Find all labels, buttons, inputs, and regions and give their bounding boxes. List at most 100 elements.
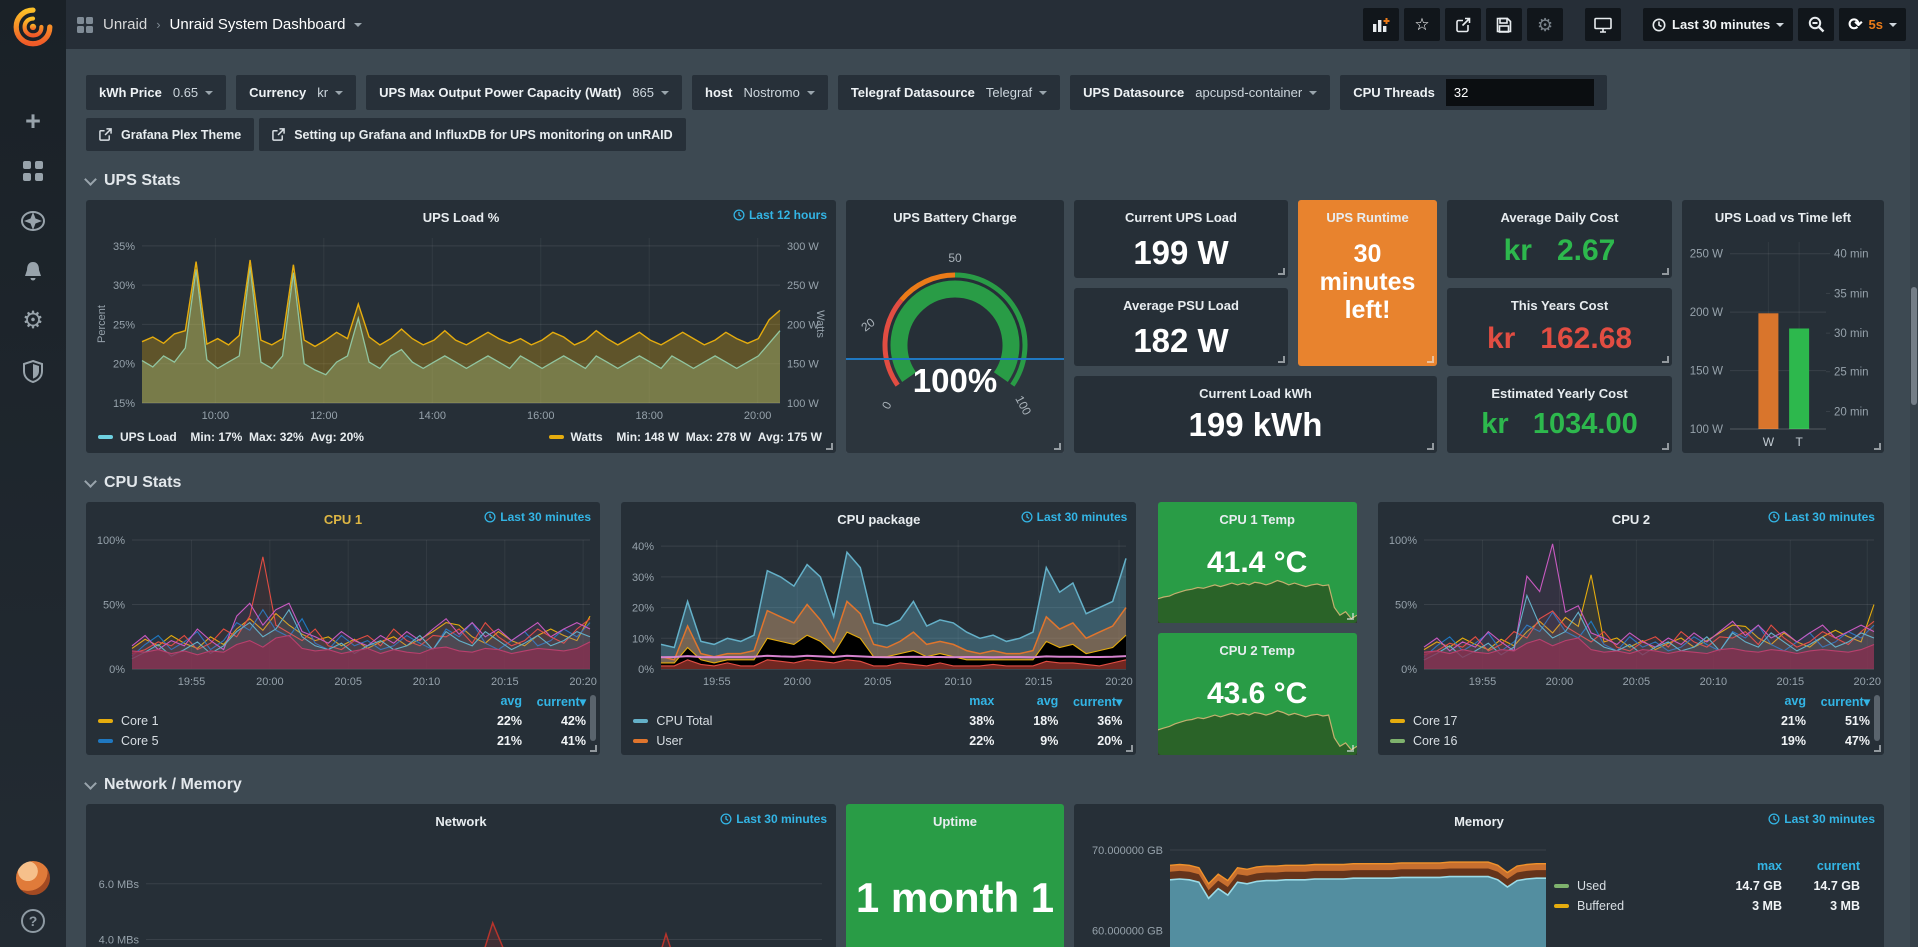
sidebar-item-create[interactable]: +: [16, 104, 50, 138]
resize-handle[interactable]: [1126, 745, 1134, 752]
breadcrumb-dashboard[interactable]: Unraid System Dashboard: [169, 16, 346, 33]
panel-time-override[interactable]: Last 30 minutes: [1768, 812, 1875, 826]
dashboard-link[interactable]: Grafana Plex Theme: [86, 118, 255, 151]
variable-ups-max-output-power-capacity-watt-[interactable]: UPS Max Output Power Capacity (Watt) 865: [366, 75, 683, 110]
resize-handle[interactable]: [1346, 745, 1354, 752]
series-swatch[interactable]: [1554, 904, 1569, 908]
resize-handle[interactable]: [826, 443, 833, 450]
panel-title[interactable]: CPU 2 Temp: [1219, 643, 1295, 658]
sidebar-item-explore[interactable]: [16, 204, 50, 238]
panel-title[interactable]: Current UPS Load: [1125, 210, 1237, 225]
resize-handle[interactable]: [1874, 443, 1881, 450]
series-name[interactable]: Core 17: [1412, 714, 1458, 728]
grafana-logo[interactable]: [11, 6, 55, 50]
panel-title[interactable]: Memory: [1454, 814, 1504, 829]
series-name[interactable]: Core 5: [121, 734, 159, 748]
share-button[interactable]: [1445, 8, 1482, 41]
panel-title[interactable]: UPS Battery Charge: [893, 210, 1017, 225]
breadcrumb-app[interactable]: Unraid: [103, 16, 148, 33]
cpu-threads-input[interactable]: [1445, 79, 1594, 106]
resize-handle[interactable]: [1054, 443, 1061, 450]
section-cpu-stats[interactable]: CPU Stats: [84, 474, 1884, 492]
page-scrollbar[interactable]: [1910, 49, 1918, 947]
zoom-out-button[interactable]: [1798, 8, 1835, 41]
cpu1-chart[interactable]: 100% 50% 0% 19:55 20:00 20:05 20:10 20:15 20:20: [86, 532, 600, 691]
series-swatch[interactable]: [1389, 719, 1405, 723]
load-vs-time-chart[interactable]: 250 W 200 W 150 W 100 W 40 min 35 min 30 min 25…: [1682, 230, 1884, 453]
panel-title[interactable]: Average Daily Cost: [1500, 210, 1619, 225]
resize-handle[interactable]: [1662, 356, 1669, 363]
series-swatch[interactable]: [98, 739, 113, 743]
panel-title[interactable]: UPS Runtime: [1326, 210, 1409, 225]
variable-value[interactable]: 0.65: [173, 85, 214, 100]
panel-title[interactable]: Current Load kWh: [1199, 386, 1312, 401]
ups-load-chart[interactable]: Percent Watts 35% 30% 25% 20% 15% 300 W 250 W 2…: [86, 230, 836, 425]
legend-column-header[interactable]: max: [1756, 859, 1782, 873]
series-swatch[interactable]: [1554, 884, 1569, 888]
series-name[interactable]: Watts: [570, 430, 610, 444]
variable-value[interactable]: Telegraf: [986, 85, 1048, 100]
resize-handle[interactable]: [1662, 443, 1669, 450]
series-name[interactable]: Buffered: [1577, 899, 1625, 913]
page-scrollbar-thumb[interactable]: [1911, 287, 1917, 405]
panel-time-override[interactable]: Last 30 minutes: [1021, 510, 1127, 524]
legend-scrollbar-thumb[interactable]: [1873, 695, 1880, 741]
panel-time-override[interactable]: Last 12 hours: [733, 208, 827, 222]
panel-title[interactable]: UPS Load %: [422, 210, 500, 225]
resize-handle[interactable]: [1346, 613, 1354, 620]
series-swatch[interactable]: [98, 435, 113, 439]
refresh-button[interactable]: ⟳ 5s: [1839, 8, 1906, 41]
panel-title[interactable]: CPU 1 Temp: [1219, 512, 1295, 527]
legend-column-header[interactable]: avg: [500, 694, 522, 708]
time-range-picker[interactable]: Last 30 minutes: [1643, 8, 1794, 41]
series-name[interactable]: Core 1: [121, 714, 159, 728]
panel-title[interactable]: CPU 1: [323, 512, 363, 527]
variable-value[interactable]: 865: [632, 85, 670, 100]
variable-value[interactable]: apcupsd-container: [1195, 85, 1318, 100]
star-button[interactable]: ☆: [1404, 8, 1441, 41]
legend-column-header[interactable]: current▾: [1072, 694, 1123, 709]
series-swatch[interactable]: [98, 719, 113, 723]
panel-time-override[interactable]: Last 30 minutes: [484, 510, 591, 524]
legend-column-header[interactable]: current: [1816, 859, 1860, 873]
variable-telegraf-datasource[interactable]: Telegraf Datasource Telegraf: [837, 75, 1061, 110]
panel-title[interactable]: Uptime: [932, 814, 978, 829]
sidebar-item-alerting[interactable]: [16, 254, 50, 288]
sidebar-item-dashboards[interactable]: [16, 154, 50, 188]
series-name[interactable]: UPS Load: [120, 430, 184, 444]
panel-title[interactable]: Network: [435, 814, 487, 829]
panel-title[interactable]: UPS Load vs Time left: [1714, 210, 1852, 225]
panel-time-override[interactable]: Last 30 minutes: [1768, 510, 1875, 524]
resize-handle[interactable]: [1278, 268, 1285, 275]
save-button[interactable]: [1486, 8, 1523, 41]
series-swatch[interactable]: [1389, 739, 1405, 743]
cpu2-chart[interactable]: 100% 50% 0% 19:55 20:00 20:05 20:10 20:15 20:20: [1378, 532, 1884, 691]
cpu-package-chart[interactable]: 40% 30% 20% 10% 0% 19:55 20:00 20:05 20:10 20:15 2…: [621, 532, 1136, 691]
variable-value[interactable]: kr: [317, 85, 344, 100]
legend-scrollbar-thumb[interactable]: [590, 695, 596, 741]
panel-time-override[interactable]: Last 30 minutes: [720, 812, 827, 826]
panel-title[interactable]: This Years Cost: [1510, 298, 1609, 313]
resize-handle[interactable]: [1873, 745, 1881, 752]
panel-title[interactable]: CPU 2: [1611, 512, 1651, 527]
battery-gauge-area[interactable]: 0 20 50 100 100%: [846, 230, 1064, 453]
series-name[interactable]: CPU Total: [656, 714, 713, 728]
variable-kwh-price[interactable]: kWh Price 0.65: [86, 75, 227, 110]
settings-button[interactable]: ⚙: [1527, 8, 1564, 41]
help-button[interactable]: ?: [21, 909, 45, 933]
resize-handle[interactable]: [1662, 268, 1669, 275]
add-panel-button[interactable]: [1363, 8, 1400, 41]
sidebar-item-configuration[interactable]: ⚙: [16, 304, 50, 338]
sidebar-item-server-admin[interactable]: [16, 354, 50, 388]
series-name[interactable]: Used: [1577, 879, 1607, 893]
avatar[interactable]: [16, 861, 50, 895]
series-swatch[interactable]: [633, 739, 649, 743]
series-swatch[interactable]: [633, 719, 649, 723]
section-network-memory[interactable]: Network / Memory: [84, 776, 1884, 794]
resize-handle[interactable]: [590, 745, 597, 752]
variable-value[interactable]: Nostromo: [743, 85, 815, 100]
resize-handle[interactable]: [1278, 356, 1285, 363]
variable-host[interactable]: host Nostromo: [692, 75, 828, 110]
